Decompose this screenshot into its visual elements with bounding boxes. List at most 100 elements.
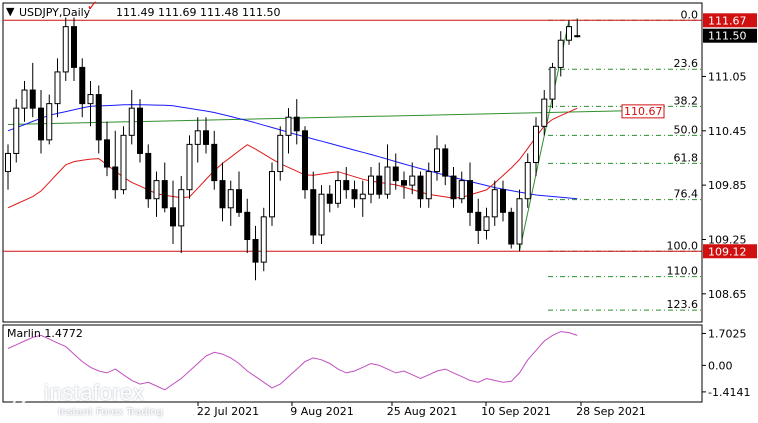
candle-body (467, 180, 473, 213)
candle-body (285, 116, 292, 136)
candle (112, 130, 119, 199)
candle (29, 62, 36, 118)
candle-body (483, 216, 490, 231)
fib-level-label: 76.4 (674, 188, 699, 201)
candle (425, 162, 432, 208)
axis-layer: 111.05 110.45 109.85 109.25 108.65 111.67 111.… (197, 13, 757, 418)
candle-body (186, 143, 193, 191)
candle (401, 171, 407, 199)
candle-body (516, 198, 523, 245)
moving-average-line (7, 104, 578, 200)
candle-body (541, 98, 548, 127)
candle (120, 126, 127, 195)
x-tick-label: 22 Jul 2021 (197, 405, 259, 418)
candle (277, 126, 284, 181)
candle (384, 144, 391, 199)
brand-name: instaforex (44, 380, 145, 405)
candle-body (376, 175, 383, 195)
candle-body (38, 107, 44, 141)
price-tag-text: 111.50 (708, 30, 747, 43)
candle-body (310, 189, 317, 236)
candle-body (244, 211, 251, 240)
candle-body (293, 116, 300, 132)
x-tick-label: 28 Sep 2021 (576, 405, 646, 418)
indicator-label: Marlin 1.4772 (7, 327, 83, 340)
candle-body (392, 166, 399, 182)
fib-level-label: 110.0 (667, 265, 699, 278)
candle-body (79, 66, 86, 105)
candle (516, 189, 523, 252)
candle (236, 171, 242, 217)
candle (574, 18, 581, 38)
candle (409, 162, 416, 195)
fib-level-label: 38.2 (674, 94, 699, 107)
candle (285, 108, 292, 154)
candle-body (219, 180, 226, 209)
candle (450, 167, 457, 208)
candle (310, 171, 317, 245)
candle-body (491, 189, 498, 218)
x-tick-label: 10 Sep 2021 (481, 405, 551, 418)
candle-body (29, 89, 36, 109)
trend-line[interactable] (7, 110, 623, 125)
candle-body (508, 211, 515, 245)
marlin-line (7, 331, 578, 391)
main-plot-layer: 0.0 23.6 38.2 50.0 61.8 76.4 100.0 110.0 123.6 ✓ (3, 0, 702, 311)
symbol-label: USDJPY,Daily (19, 6, 91, 19)
candle-body (194, 130, 201, 145)
candle-body (252, 238, 259, 263)
moving-average-line (7, 107, 578, 209)
candle-body (227, 189, 234, 209)
candle (145, 144, 152, 208)
candle-body (236, 189, 242, 213)
dropdown-arrow-icon[interactable]: ▼ (6, 5, 15, 18)
candle (62, 17, 69, 81)
candle-body (425, 171, 432, 200)
candle-body (335, 180, 341, 204)
candle (392, 153, 399, 190)
candle-body (359, 193, 366, 200)
indicator-tick-label: 1.7025 (708, 327, 747, 340)
candle-body (557, 39, 564, 68)
price-tag-inline (621, 104, 665, 119)
fib-level-label: 123.6 (667, 298, 699, 311)
y-tick-label: 108.65 (708, 288, 747, 301)
candle (343, 167, 350, 199)
candle-body (269, 171, 275, 218)
candle (170, 180, 176, 245)
candle-body (450, 175, 457, 200)
candle-body (458, 180, 465, 200)
candle-body (475, 211, 482, 231)
indicator-plot-layer (7, 331, 578, 391)
candle-body (524, 162, 531, 200)
candle-body (128, 107, 135, 136)
candle-body (368, 175, 374, 195)
candle-body (145, 152, 152, 200)
candle-body (260, 216, 267, 263)
candle-body (417, 175, 424, 200)
candle-body (5, 152, 11, 173)
check-marker-icon: ✓ (87, 0, 99, 14)
candle (566, 20, 572, 45)
candle (549, 62, 556, 109)
candle (326, 185, 333, 213)
candle-body (384, 166, 391, 195)
y-tick-label: 111.05 (708, 70, 747, 83)
candle (293, 99, 300, 145)
candle (351, 180, 358, 208)
fib-level-label: 50.0 (674, 123, 699, 136)
price-tag (703, 13, 757, 28)
y-tick-label: 109.25 (708, 233, 747, 246)
candle (467, 162, 473, 226)
indicator-tick-label: -1.4141 (708, 386, 750, 399)
y-tick-label: 110.45 (708, 125, 747, 138)
candle-body (302, 130, 308, 191)
candle-body (46, 103, 53, 141)
candle (194, 117, 201, 163)
brand-tagline: Instant Forex Trading (58, 407, 164, 418)
candle (442, 144, 449, 186)
candle-body (104, 139, 110, 168)
y-tick-label: 109.85 (708, 179, 747, 192)
candle-body (54, 71, 61, 105)
candle (368, 167, 374, 204)
